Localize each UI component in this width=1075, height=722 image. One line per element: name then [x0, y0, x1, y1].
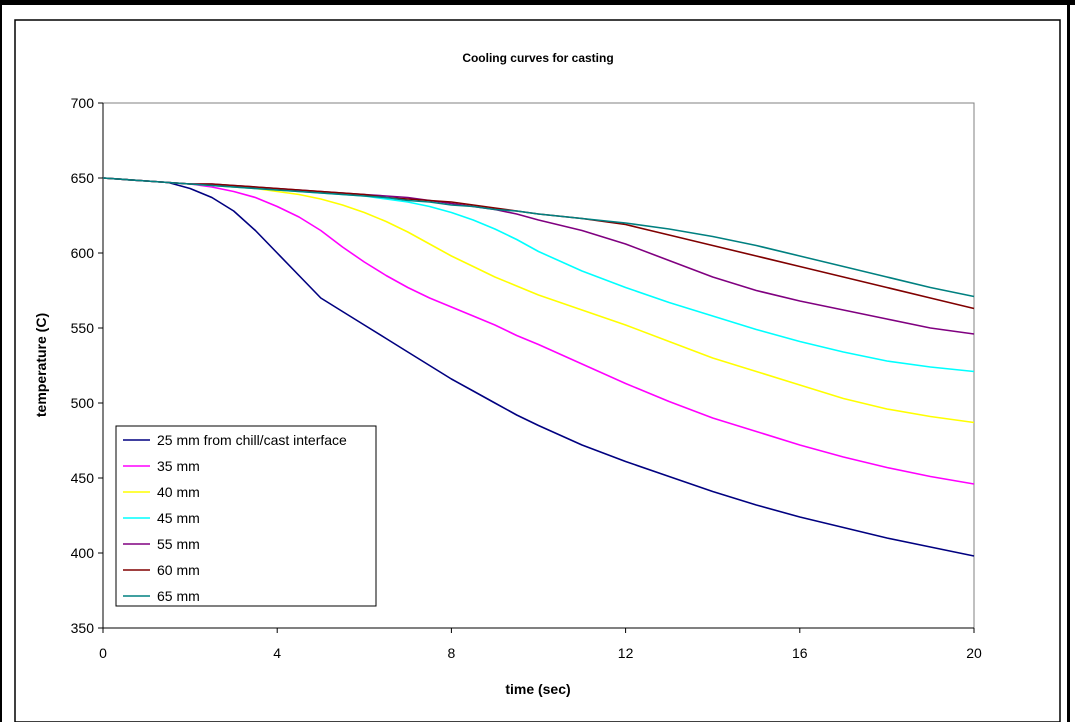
legend-label: 60 mm [157, 562, 200, 578]
series-lines [102, 177, 975, 557]
x-tick-label: 8 [448, 645, 456, 661]
chart-object-border [14, 19, 1061, 722]
series-line-7 [102, 177, 975, 298]
y-axis-title: temperature (C) [33, 313, 49, 417]
y-ticks: 350 400 450 500 550 600 650 700 [71, 95, 103, 636]
x-tick-label: 20 [966, 645, 982, 661]
axes [102, 103, 974, 629]
y-tick-label: 700 [71, 95, 95, 111]
series-line-6 [102, 177, 975, 310]
x-tick-label: 0 [99, 645, 107, 661]
x-axis-title: time (sec) [505, 681, 570, 697]
y-tick-label: 500 [71, 395, 95, 411]
legend-box [115, 425, 377, 607]
y-tick-label: 350 [71, 620, 95, 636]
series-line-1 [102, 177, 975, 557]
x-tick-label: 16 [792, 645, 808, 661]
legend-label: 35 mm [157, 458, 200, 474]
chart-title: Cooling curves for casting [462, 51, 613, 65]
legend-label: 65 mm [157, 588, 200, 604]
legend-label: 40 mm [157, 484, 200, 500]
y-tick-label: 400 [71, 545, 95, 561]
legend-label: 55 mm [157, 536, 200, 552]
series-line-2 [102, 177, 975, 485]
y-tick-label: 600 [71, 245, 95, 261]
y-tick-label: 550 [71, 320, 95, 336]
x-tick-label: 4 [273, 645, 281, 661]
legend-label: 45 mm [157, 510, 200, 526]
x-ticks: 0 4 8 12 16 20 [99, 628, 982, 661]
y-tick-label: 450 [71, 470, 95, 486]
x-tick-label: 12 [618, 645, 634, 661]
right-border [1067, 5, 1070, 722]
legend-label: 25 mm from chill/cast interface [157, 432, 347, 448]
legend: 25 mm from chill/cast interface 35 mm 40 m… [115, 425, 377, 607]
y-tick-label: 650 [71, 170, 95, 186]
left-border [0, 5, 2, 722]
top-border [0, 0, 1075, 5]
